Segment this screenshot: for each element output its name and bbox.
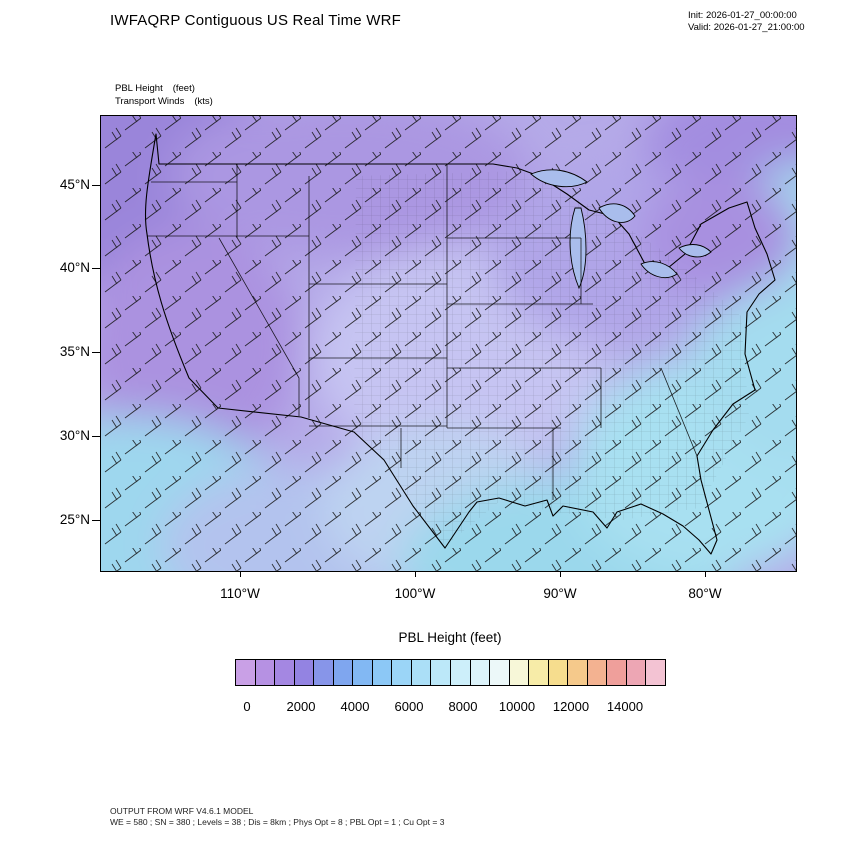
model-info-line2: WE = 580 ; SN = 380 ; Levels = 38 ; Dis …	[110, 817, 445, 827]
axis-tick	[92, 352, 100, 353]
coastline-outline	[144, 133, 776, 555]
layer1-name: PBL Height	[115, 83, 163, 94]
state-boundaries	[147, 164, 698, 500]
lat-label-30n: 30°N	[59, 428, 90, 443]
colorbar-cell	[548, 660, 569, 685]
run-times: Init: 2026-01-27_00:00:00 Valid: 2026-01…	[688, 10, 805, 34]
lat-label-40n: 40°N	[59, 260, 90, 275]
axis-tick	[415, 571, 416, 577]
axis-tick	[92, 268, 100, 269]
colorbar	[235, 659, 666, 686]
axis-tick	[240, 571, 241, 577]
colorbar-cell	[451, 660, 471, 685]
colorbar-cell	[626, 660, 647, 685]
layer-pbl-height: PBL Height (feet)	[115, 82, 213, 95]
colorbar-cell	[236, 660, 256, 685]
axis-tick	[560, 571, 561, 577]
colorbar-cell	[314, 660, 334, 685]
axis-tick	[92, 520, 100, 521]
layer-transport-winds: Transport Winds (kts)	[115, 95, 213, 108]
colorbar-tick-2000: 2000	[286, 699, 316, 714]
model-info-line1: OUTPUT FROM WRF V4.6.1 MODEL	[110, 806, 254, 816]
lon-label-80w: 80°W	[688, 586, 722, 601]
lat-label-45n: 45°N	[59, 177, 90, 192]
colorbar-cell	[255, 660, 276, 685]
map-frame	[100, 115, 797, 572]
colorbar-tick-0: 0	[243, 699, 251, 714]
colorbar-tick-8000: 8000	[448, 699, 478, 714]
colorbar-cell	[646, 660, 666, 685]
colorbar-cell	[275, 660, 295, 685]
colorbar-tick-14000: 14000	[606, 699, 644, 714]
colorbar-cell	[333, 660, 354, 685]
lat-label-25n: 25°N	[59, 512, 90, 527]
colorbar-cell	[509, 660, 530, 685]
colorbar-tick-10000: 10000	[498, 699, 536, 714]
colorbar-tick-6000: 6000	[394, 699, 424, 714]
layer2-units: (kts)	[194, 96, 213, 107]
init-time: Init: 2026-01-27_00:00:00	[688, 10, 797, 21]
lat-label-35n: 35°N	[59, 344, 90, 359]
colorbar-cell	[587, 660, 608, 685]
colorbar-tick-12000: 12000	[552, 699, 590, 714]
model-info: OUTPUT FROM WRF V4.6.1 MODEL WE = 580 ; …	[110, 806, 444, 828]
wind-barbs-pattern	[101, 116, 796, 571]
colorbar-title: PBL Height (feet)	[398, 630, 502, 645]
colorbar-cell	[392, 660, 412, 685]
colorbar-cell	[353, 660, 373, 685]
colorbar-cell	[490, 660, 510, 685]
colorbar-cell	[607, 660, 627, 685]
lon-label-110w: 110°W	[220, 586, 260, 601]
colorbar-tick-4000: 4000	[340, 699, 370, 714]
colorbar-cell	[372, 660, 393, 685]
layer2-name: Transport Winds	[115, 96, 185, 107]
colorbar-cell	[431, 660, 452, 685]
axis-tick	[92, 436, 100, 437]
colorbar-cell	[529, 660, 549, 685]
colorbar-cell	[470, 660, 491, 685]
layer1-units: (feet)	[172, 83, 195, 94]
lon-label-100w: 100°W	[394, 586, 436, 601]
colorbar-cell	[294, 660, 315, 685]
page-title: IWFAQRP Contiguous US Real Time WRF	[110, 12, 401, 29]
colorbar-cell	[411, 660, 432, 685]
axis-tick	[705, 571, 706, 577]
axis-tick	[92, 185, 100, 186]
great-lakes	[530, 169, 712, 290]
map-layer-labels: PBL Height (feet) Transport Winds (kts)	[115, 82, 213, 108]
valid-time: Valid: 2026-01-27_21:00:00	[688, 22, 805, 33]
us-map	[101, 116, 796, 571]
colorbar-cell	[568, 660, 588, 685]
lon-label-90w: 90°W	[543, 586, 577, 601]
